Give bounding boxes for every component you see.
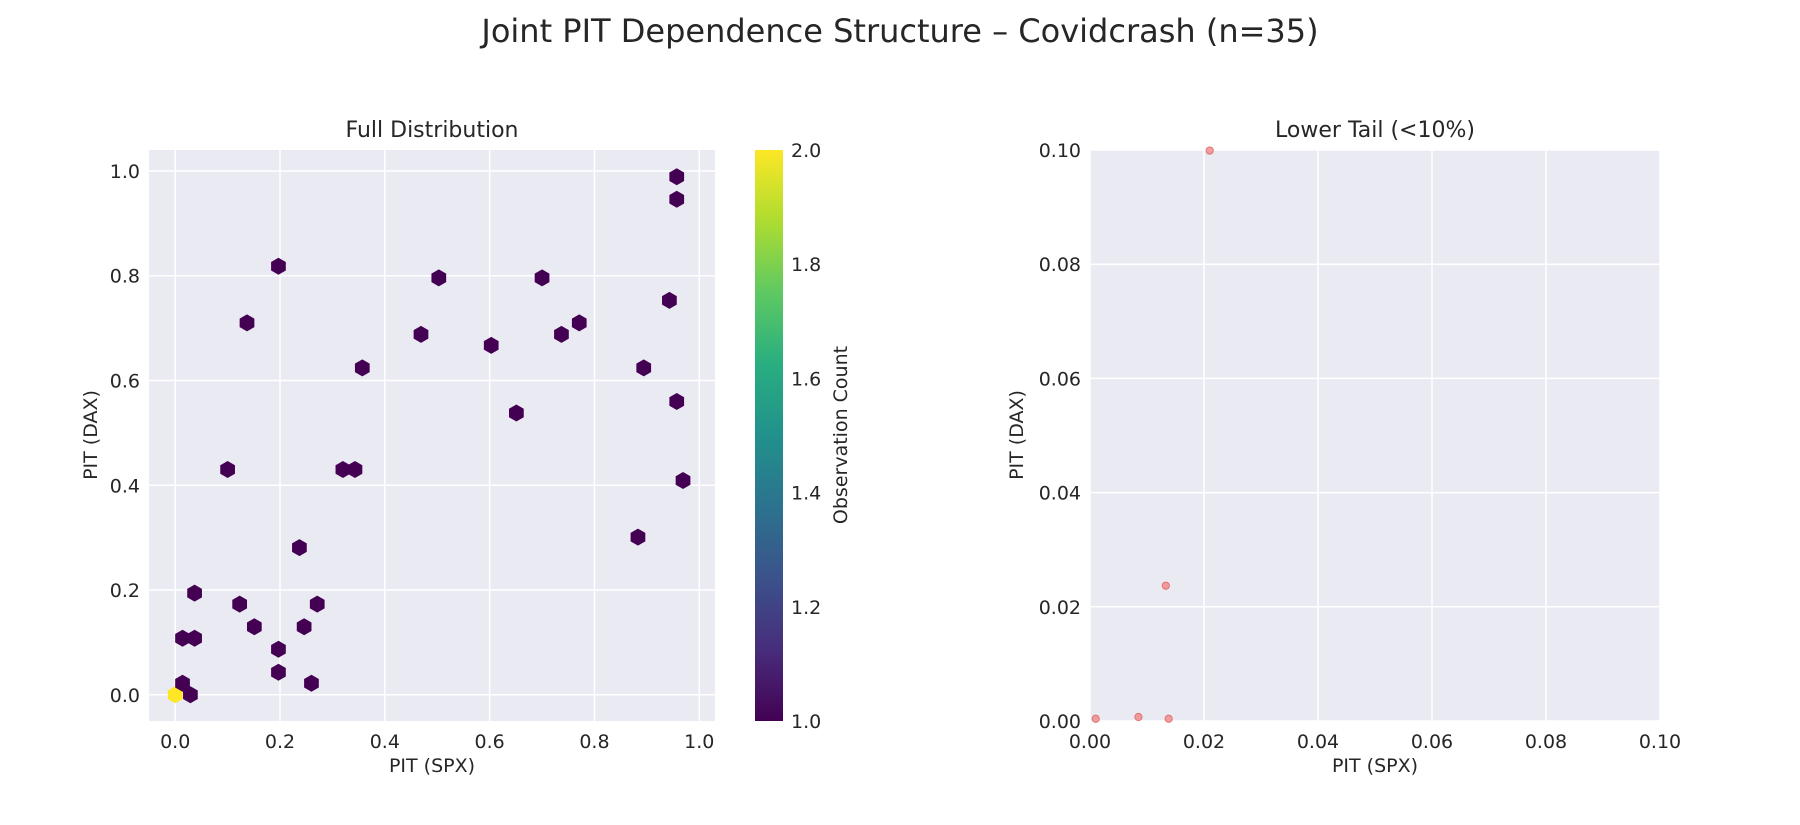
figure-title: Joint PIT Dependence Structure – Covidcr…	[479, 12, 1318, 50]
full-distribution-x-ticks: 0.0 0.2 0.4 0.6 0.8 1.0	[160, 731, 714, 753]
colorbar-tick-label: 1.0	[791, 711, 821, 733]
hexbin-cell	[296, 618, 312, 636]
hexbin-cell	[232, 595, 248, 613]
full-distribution-title: Full Distribution	[346, 118, 519, 143]
full-distribution-plot-area	[149, 150, 715, 721]
y-tick-label: 0.2	[110, 580, 140, 602]
colorbar-label: Observation Count	[830, 346, 852, 524]
lower-tail-x-ticks: 0.00 0.02 0.04 0.06 0.08 0.10	[1069, 731, 1681, 753]
hexbin-cell	[175, 674, 190, 692]
tail-point	[1164, 714, 1173, 723]
hexbin-cell	[675, 472, 691, 490]
colorbar-gradient	[755, 150, 783, 721]
y-tick-label: 0.06	[1039, 368, 1081, 390]
y-tick-label: 0.6	[110, 370, 140, 392]
hexbin-cell	[292, 539, 307, 557]
tail-point	[1161, 581, 1170, 590]
tail-point	[1205, 146, 1214, 155]
x-tick-label: 0.0	[160, 731, 190, 753]
lower-tail-gridlines	[1089, 149, 1661, 722]
hexbin-cell	[483, 336, 499, 354]
x-tick-label: 0.00	[1069, 731, 1111, 753]
full-distribution-y-label: PIT (DAX)	[80, 390, 102, 480]
lower-tail-y-label: PIT (DAX)	[1006, 390, 1028, 480]
x-tick-label: 0.4	[370, 731, 400, 753]
lower-tail-points	[1091, 146, 1214, 723]
x-tick-label: 0.08	[1525, 731, 1567, 753]
colorbar: 1.0 1.2 1.4 1.6 1.8 2.0 Observation Count	[755, 140, 852, 733]
hexbin-cell	[571, 314, 587, 332]
lower-tail-x-label: PIT (SPX)	[1332, 755, 1418, 777]
hexbin-cell	[271, 257, 286, 275]
hexbin-cell	[354, 359, 370, 377]
colorbar-tick-label: 1.4	[791, 483, 821, 505]
y-tick-label: 0.0	[110, 685, 140, 707]
x-tick-label: 0.6	[475, 731, 505, 753]
colorbar-ticks: 1.0 1.2 1.4 1.6 1.8 2.0	[791, 140, 821, 733]
x-tick-label: 0.02	[1183, 731, 1225, 753]
hexbin-cell	[239, 314, 255, 332]
lower-tail-title: Lower Tail (<10%)	[1275, 118, 1475, 143]
hexbin-cell	[509, 404, 524, 422]
hexbin-cell	[669, 392, 685, 410]
x-tick-label: 0.8	[579, 731, 609, 753]
hexbin-cell	[669, 168, 685, 186]
hexbin-cell	[271, 663, 286, 681]
y-tick-label: 0.08	[1039, 254, 1081, 276]
lower-tail-plot-area	[1090, 150, 1660, 721]
y-tick-label: 0.02	[1039, 597, 1081, 619]
y-tick-label: 0.8	[110, 266, 140, 288]
hexbin-cells	[167, 168, 691, 704]
x-tick-label: 0.10	[1639, 731, 1681, 753]
hexbin-cell	[630, 528, 646, 546]
hexbin-cell	[431, 269, 447, 287]
colorbar-tick-label: 1.6	[791, 368, 821, 390]
hexbin-cell	[636, 359, 652, 377]
hexbin-cell	[347, 461, 363, 479]
colorbar-tick-label: 1.8	[791, 254, 821, 276]
y-tick-label: 0.10	[1039, 140, 1081, 162]
hexbin-cell	[413, 325, 429, 343]
hexbin-cell	[534, 269, 550, 287]
hexbin-cell	[183, 686, 198, 704]
x-tick-label: 1.0	[684, 731, 714, 753]
hexbin-cell	[175, 629, 190, 647]
hexbin-cell	[271, 640, 286, 658]
full-distribution-panel: 0.0 0.2 0.4 0.6 0.8 1.0 0.0 0.2 0.4 0.6 0.8 1.0 Fu…	[80, 118, 715, 777]
y-tick-label: 1.0	[110, 161, 140, 183]
hexbin-cell	[304, 674, 319, 692]
full-distribution-x-label: PIT (SPX)	[389, 755, 475, 777]
hexbin-cell	[669, 190, 685, 208]
x-tick-label: 0.06	[1411, 731, 1453, 753]
hexbin-cell	[220, 461, 235, 479]
hexbin-cell	[662, 291, 677, 309]
hexbin-cell	[167, 686, 183, 704]
x-tick-label: 0.2	[265, 731, 295, 753]
lower-tail-y-ticks: 0.00 0.02 0.04 0.06 0.08 0.10	[1039, 140, 1081, 733]
x-tick-label: 0.04	[1297, 731, 1339, 753]
full-distribution-y-ticks: 0.0 0.2 0.4 0.6 0.8 1.0	[110, 161, 140, 707]
lower-tail-panel: 0.00 0.02 0.04 0.06 0.08 0.10 0.000.020.040.0…	[1006, 118, 1681, 777]
hexbin-cell	[335, 461, 351, 479]
hexbin-cell	[309, 595, 325, 613]
tail-point	[1134, 712, 1143, 722]
colorbar-tick-label: 2.0	[791, 140, 821, 162]
y-tick-label: 0.00	[1039, 711, 1081, 733]
colorbar-tick-label: 1.2	[791, 597, 821, 619]
y-tick-label: 0.04	[1039, 483, 1081, 505]
y-tick-label: 0.4	[110, 475, 140, 497]
hexbin-cell	[246, 618, 262, 636]
tail-point	[1091, 714, 1100, 723]
hexbin-cell	[554, 325, 569, 343]
hexbin-cell	[187, 629, 202, 647]
hexbin-cell	[187, 584, 202, 602]
